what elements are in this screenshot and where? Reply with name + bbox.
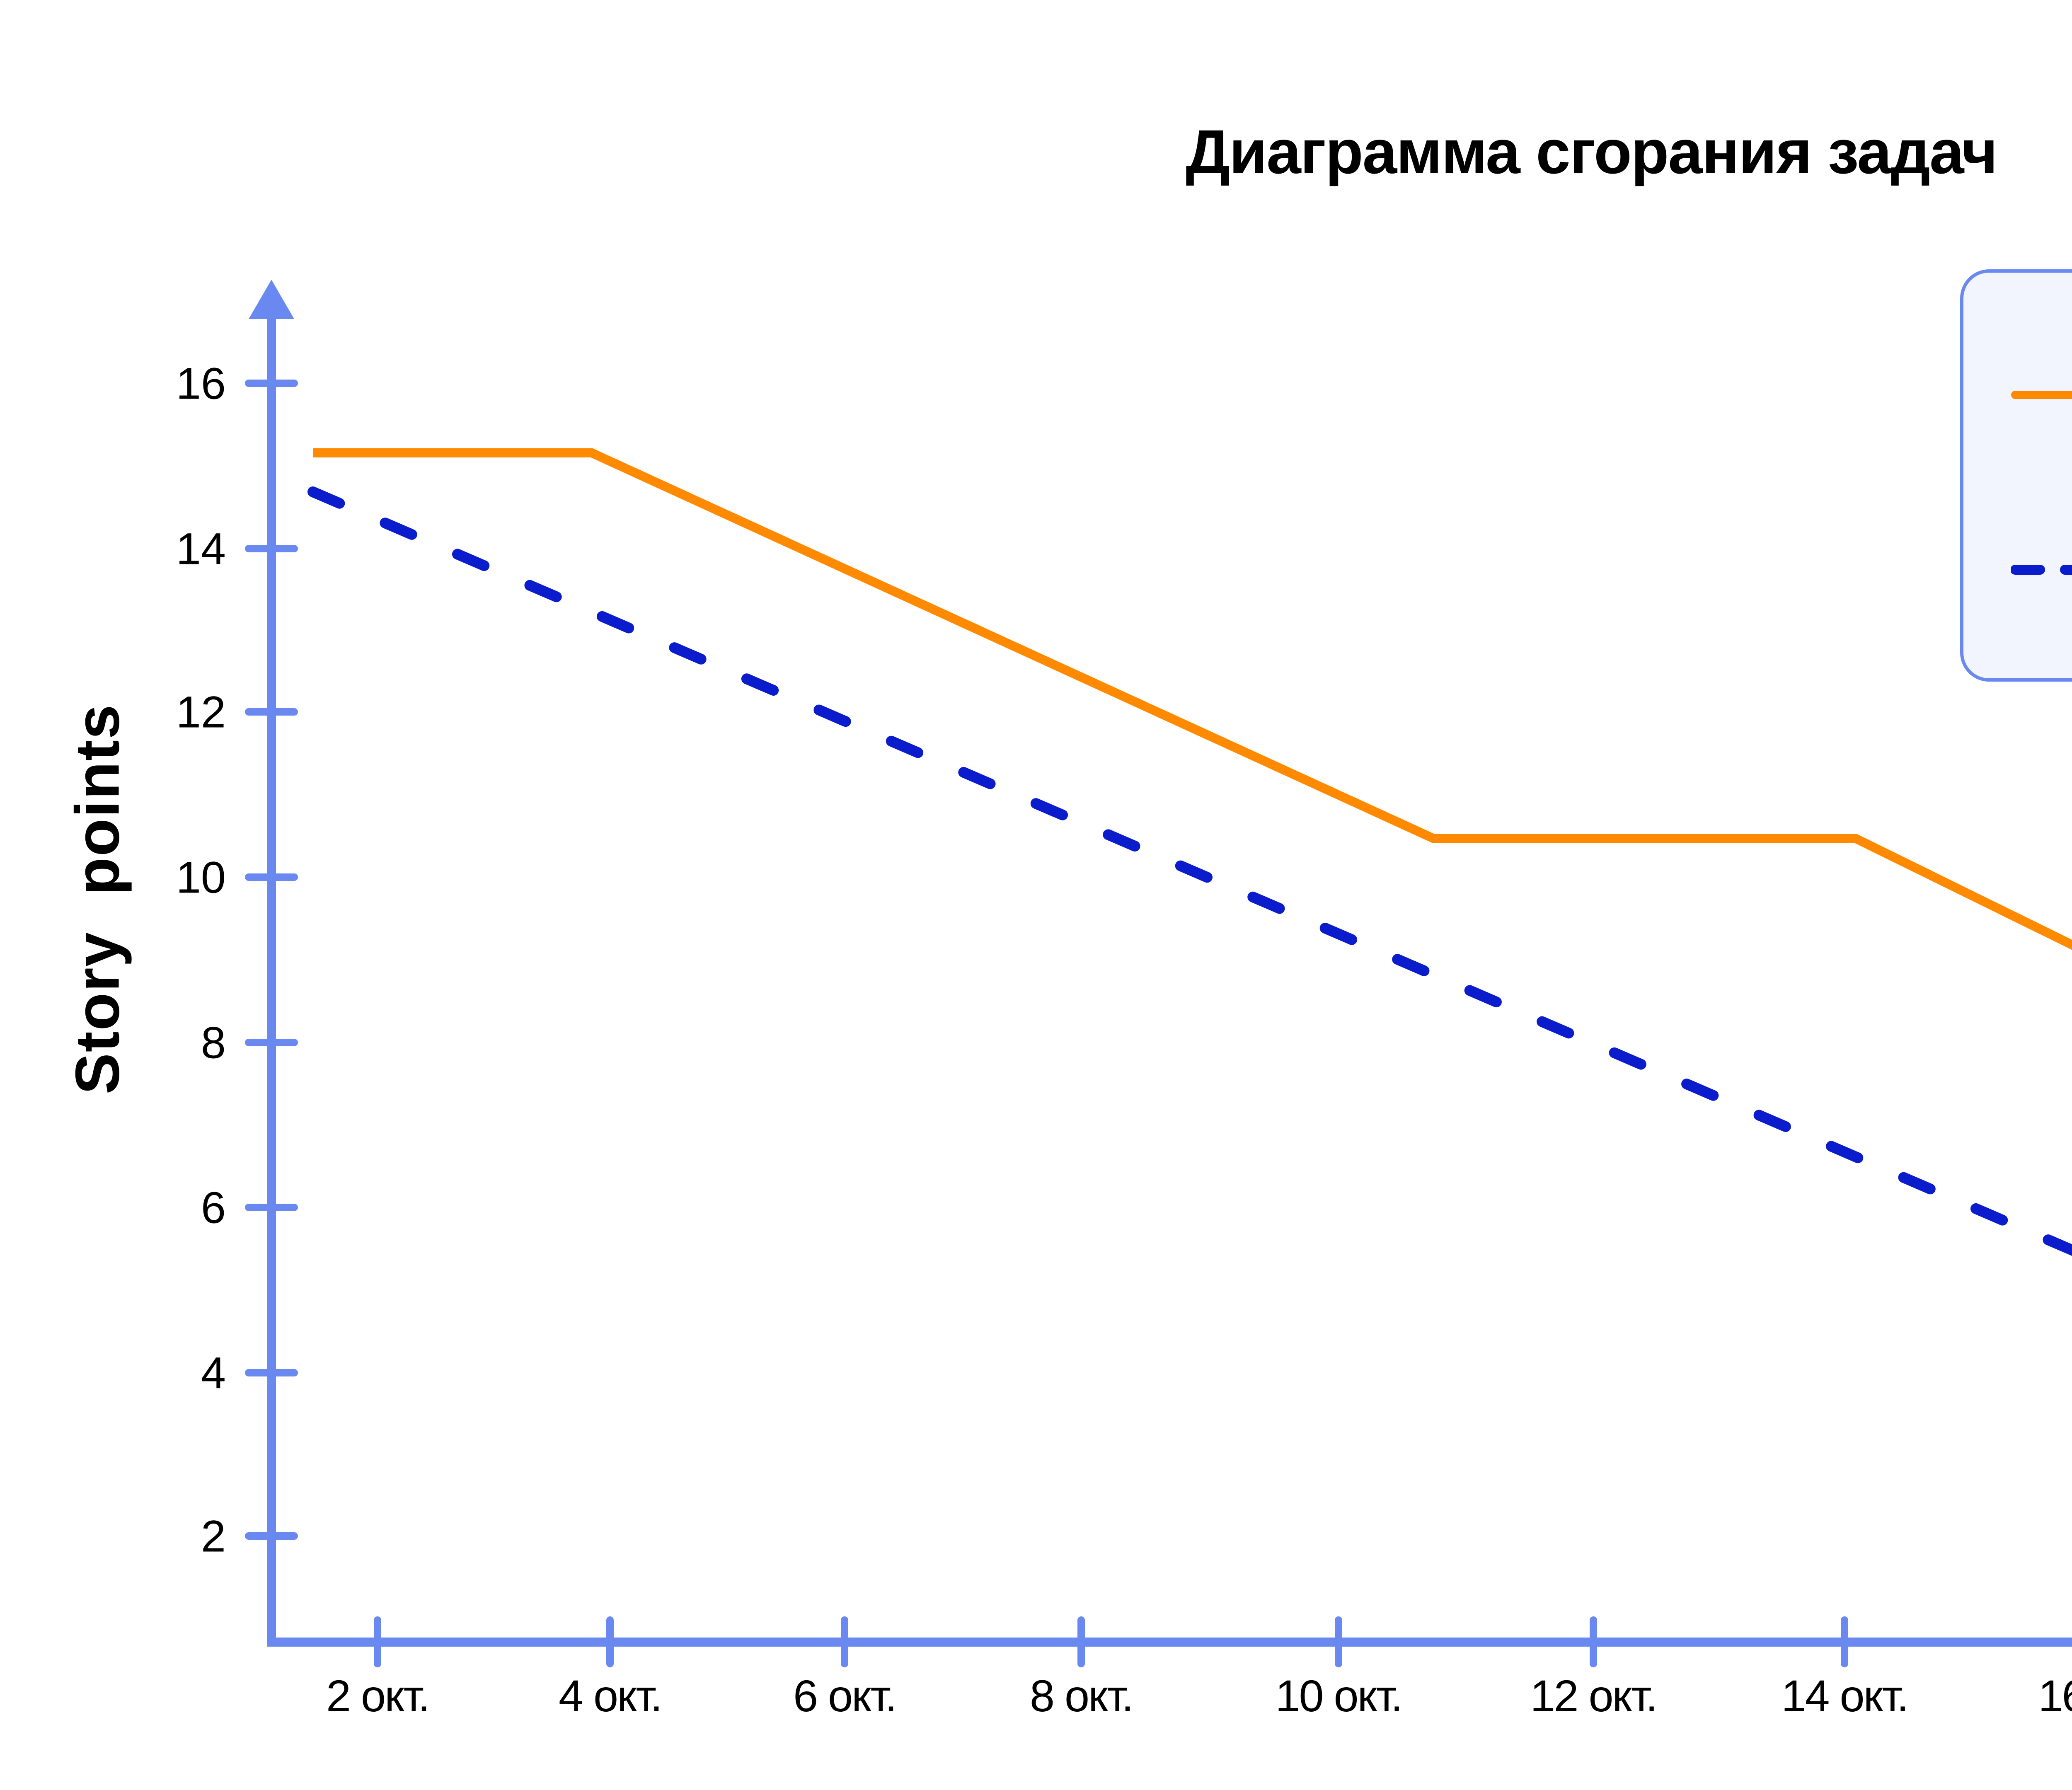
x-tick-label: 16 окт. [2038, 1671, 2072, 1721]
y-tick-label: 16 [176, 358, 226, 409]
x-tick-label: 10 окт. [1275, 1671, 1403, 1721]
x-tick-label: 2 окт. [326, 1671, 430, 1721]
x-tick-label: 12 окт. [1530, 1671, 1658, 1721]
x-tick-label: 6 окт. [793, 1671, 897, 1721]
y-tick-label: 12 [176, 687, 226, 737]
actual-line [313, 448, 2072, 950]
y-axis [245, 280, 298, 1642]
y-tick-label: 6 [201, 1182, 226, 1233]
legend-solid-line-icon [2011, 391, 2072, 399]
ideal-line [307, 486, 2072, 1256]
x-axis [267, 1616, 2072, 1667]
y-tick-label: 4 [201, 1347, 226, 1398]
y-axis-label: Story points [62, 704, 132, 1095]
legend-dashed-line-icon [2011, 565, 2072, 575]
y-tick-label: 14 [176, 523, 226, 574]
y-tick-marks [245, 380, 298, 1540]
x-tick-marks [374, 1616, 1848, 1667]
y-tick-label: 2 [201, 1511, 226, 1561]
chart-title: Диаграмма сгорания задач [1186, 117, 1998, 186]
y-axis-arrow-icon [249, 280, 294, 319]
y-tick-label: 10 [176, 852, 226, 902]
legend: актуальная рабочая линия (прогресс) лини… [1960, 269, 2072, 682]
x-tick-label: 14 окт. [1781, 1671, 1909, 1721]
x-tick-label: 4 окт. [558, 1671, 663, 1721]
y-tick-label: 8 [201, 1017, 226, 1068]
x-tick-label: 8 окт. [1029, 1671, 1134, 1721]
